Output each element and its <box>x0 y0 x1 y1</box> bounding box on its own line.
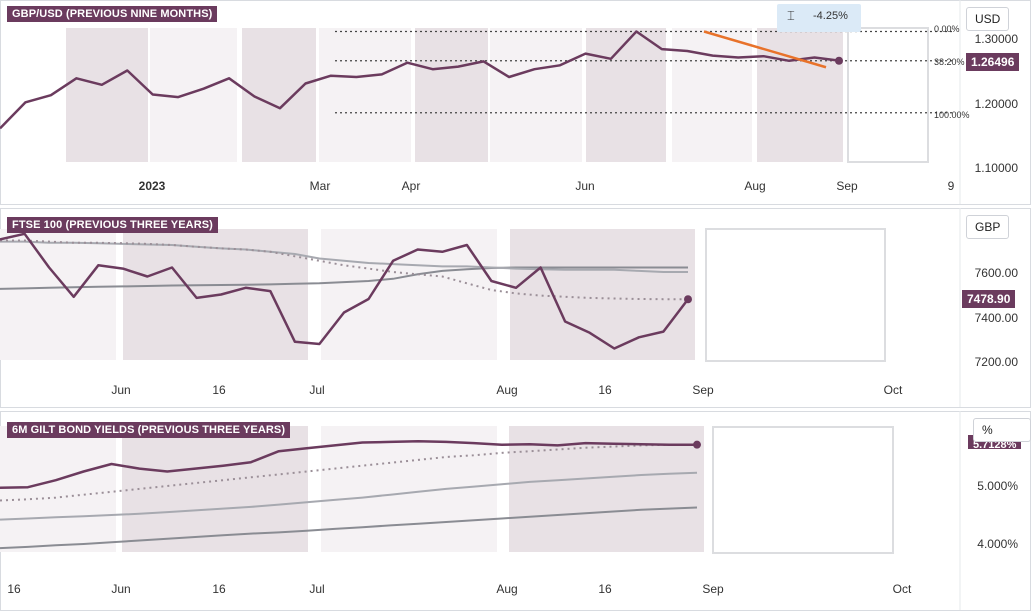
x-tick-label: Jul <box>309 582 324 596</box>
panel-border <box>0 0 1031 205</box>
y-tick-label: 4.000% <box>977 537 1018 551</box>
session-band <box>510 229 695 360</box>
session-band <box>321 229 497 360</box>
panel-title: 6M GILT BOND YIELDS (PREVIOUS THREE YEAR… <box>7 422 291 438</box>
gbpusd-panel: 0.00% 38.20% 100.00% 1.30000 1.20000 1.10000 2… <box>0 0 1036 205</box>
x-tick-label: Jun <box>111 582 130 596</box>
session-band <box>415 28 488 162</box>
gbpusd-series-line <box>0 30 841 130</box>
unit-button[interactable]: GBP <box>966 215 1010 239</box>
x-tick-label: 16 <box>212 383 226 397</box>
moving-average-line <box>0 506 698 550</box>
session-band <box>672 28 752 162</box>
x-tick-label: Sep <box>702 582 724 596</box>
gilt-chart[interactable]: 5.000% 4.000% 16 Jun 16 Jul Aug 16 Sep Oct <box>0 411 1036 611</box>
projection-box <box>712 426 894 554</box>
gbpusd-chart[interactable]: 0.00% 38.20% 100.00% 1.30000 1.20000 1.10000 2… <box>0 0 1036 205</box>
x-tick-label: Mar <box>310 179 331 193</box>
moving-average-line <box>0 471 698 521</box>
x-tick-label: Sep <box>692 383 714 397</box>
last-point-marker <box>693 440 701 449</box>
gilt-panel: 5.000% 4.000% 16 Jun 16 Jul Aug 16 Sep Oct 6M GIL… <box>0 411 1036 611</box>
x-tick-label: 16 <box>598 582 612 596</box>
session-band <box>319 28 411 162</box>
session-band <box>66 28 148 162</box>
x-tick-label: Aug <box>744 179 765 193</box>
projection-box <box>705 228 886 362</box>
x-tick-label: 9 <box>948 179 955 193</box>
session-band <box>490 28 582 162</box>
y-tick-label: 7400.00 <box>975 311 1019 325</box>
x-tick-label: Aug <box>496 582 517 596</box>
measure-value: -4.25% <box>813 10 848 22</box>
x-tick-label: Apr <box>402 179 421 193</box>
x-tick-label: 16 <box>7 582 21 596</box>
y-tick-label: 1.10000 <box>975 161 1019 175</box>
session-band <box>586 28 666 162</box>
projection-box <box>847 27 929 163</box>
y-tick-label: 5.000% <box>977 479 1018 493</box>
ftse-panel: 7600.00 7400.00 7200.00 Jun 16 Jul Aug 16 Sep Oct… <box>0 208 1036 408</box>
x-tick-label: Jul <box>309 383 324 397</box>
fib-label: 38.20% <box>934 57 965 67</box>
x-tick-label: 16 <box>212 582 226 596</box>
unit-button[interactable]: USD <box>966 7 1010 31</box>
moving-average-line <box>0 266 688 290</box>
moving-average-dotted-line <box>0 443 697 502</box>
trend-line <box>703 30 827 69</box>
session-band <box>321 426 497 552</box>
session-band <box>509 426 704 552</box>
measure-label: ⌶ -4.25% <box>777 4 861 32</box>
fib-label: 0.00% <box>934 24 960 34</box>
last-price-tag: 1.26496 <box>966 53 1020 71</box>
last-point-marker <box>835 56 843 65</box>
y-tick-label: 7600.00 <box>975 266 1019 280</box>
x-tick-label: Oct <box>884 383 903 397</box>
x-tick-label: Jun <box>575 179 594 193</box>
last-price-tag: 7478.90 <box>962 290 1016 308</box>
last-point-marker <box>684 295 692 304</box>
panel-title: GBP/USD (PREVIOUS NINE MONTHS) <box>7 6 218 22</box>
x-tick-label: 16 <box>598 383 612 397</box>
gilt-series-line <box>0 440 698 489</box>
panel-title: FTSE 100 (PREVIOUS THREE YEARS) <box>7 217 218 233</box>
x-tick-label: Oct <box>893 582 912 596</box>
x-tick-label: Sep <box>836 179 858 193</box>
x-tick-label: Jun <box>111 383 130 397</box>
session-band <box>757 28 843 162</box>
unit-button[interactable]: % <box>973 418 1031 442</box>
ftse-chart[interactable]: 7600.00 7400.00 7200.00 Jun 16 Jul Aug 16 Sep Oct <box>0 208 1036 408</box>
y-tick-label: 1.20000 <box>975 97 1019 111</box>
session-band <box>122 426 308 552</box>
ftse-series-line <box>0 232 689 350</box>
x-tick-label: 2023 <box>139 179 166 193</box>
y-tick-label: 7200.00 <box>975 355 1019 369</box>
measure-range-icon: ⌶ <box>787 8 795 23</box>
moving-average-dotted-line <box>0 239 688 301</box>
fib-label: 100.00% <box>934 110 970 120</box>
y-tick-label: 1.30000 <box>975 32 1019 46</box>
session-band <box>0 426 116 552</box>
x-tick-label: Aug <box>496 383 517 397</box>
session-band <box>0 229 116 360</box>
